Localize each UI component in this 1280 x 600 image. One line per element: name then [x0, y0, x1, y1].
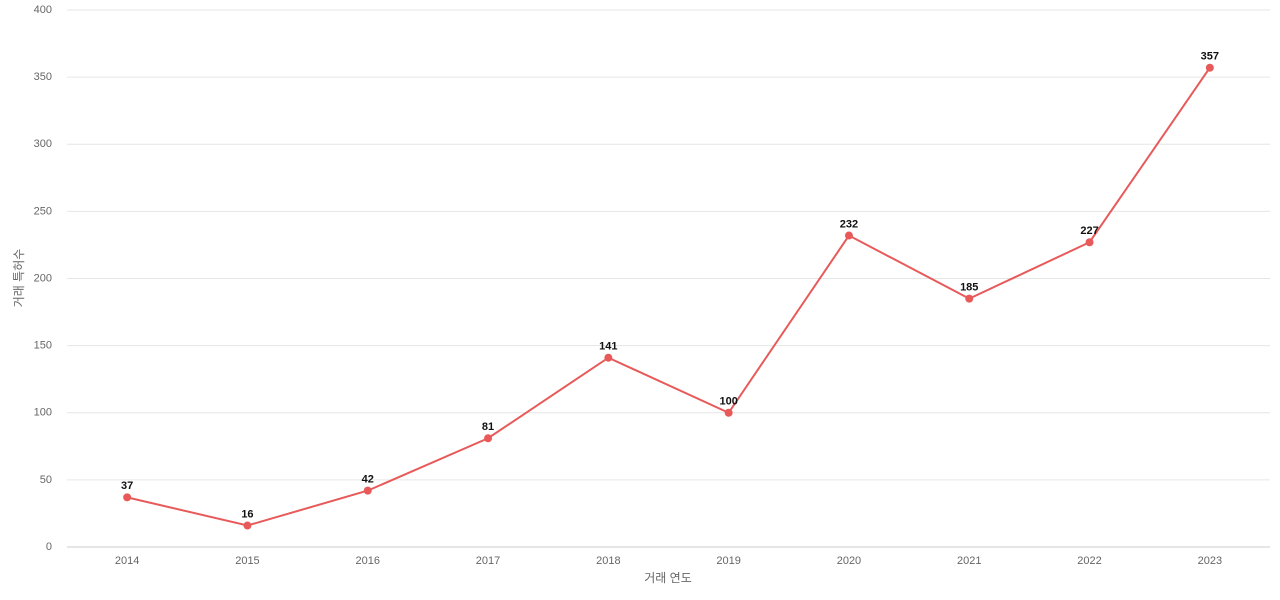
point: [243, 521, 252, 530]
x-axis-label: 거래 연도: [644, 571, 692, 585]
point: [123, 493, 132, 502]
data-label: 185: [960, 282, 978, 294]
x-tick-label: 2021: [957, 555, 981, 567]
data-label: 227: [1080, 225, 1098, 237]
point: [363, 486, 372, 495]
point: [604, 353, 613, 362]
data-label: 357: [1201, 51, 1219, 63]
x-tick-label: 2022: [1077, 555, 1101, 567]
y-axis-label: 거래 특허수: [12, 249, 26, 308]
x-tick-label: 2017: [476, 555, 500, 567]
x-tick-label: 2023: [1198, 555, 1222, 567]
data-label: 141: [599, 341, 617, 353]
data-label: 81: [482, 421, 494, 433]
y-tick-label: 50: [40, 474, 52, 486]
data-label: 100: [719, 396, 737, 408]
y-tick-label: 150: [34, 340, 52, 352]
y-tick-label: 250: [34, 205, 52, 217]
x-tick-label: 2015: [235, 555, 259, 567]
data-label: 42: [362, 474, 374, 486]
point: [1205, 63, 1214, 72]
point: [484, 434, 493, 443]
data-label: 232: [840, 218, 858, 230]
x-tick-label: 2019: [716, 555, 740, 567]
point: [965, 294, 974, 303]
y-tick-label: 0: [46, 541, 52, 553]
y-tick-label: 300: [34, 138, 52, 150]
x-tick-label: 2016: [356, 555, 380, 567]
y-tick-label: 350: [34, 71, 52, 83]
point: [844, 231, 853, 240]
line: [126, 67, 1211, 527]
point: [1085, 238, 1094, 247]
x-tick-label: 2018: [596, 555, 620, 567]
data-label: 16: [241, 508, 253, 520]
y-tick-label: 100: [34, 407, 52, 419]
x-tick-label: 2020: [837, 555, 861, 567]
x-tick-label: 2014: [115, 555, 139, 567]
y-tick-label: 200: [34, 272, 52, 284]
point: [724, 408, 733, 417]
y-tick-label: 400: [34, 4, 52, 16]
data-label: 37: [121, 480, 133, 492]
